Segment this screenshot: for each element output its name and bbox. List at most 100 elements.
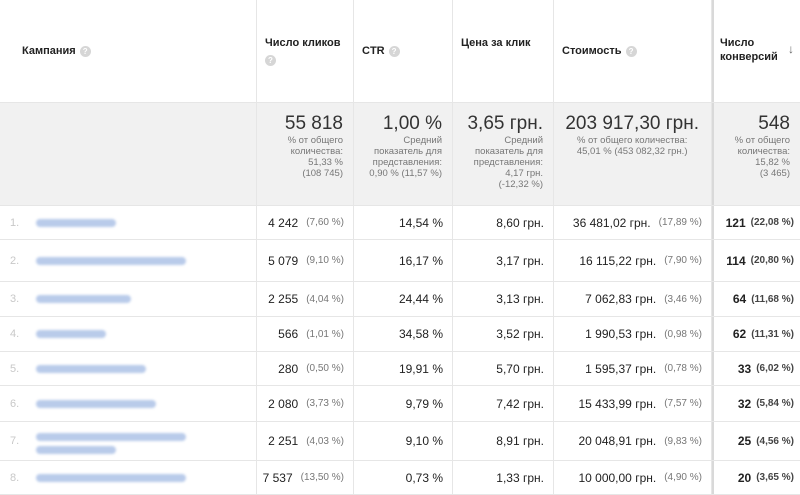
clicks-percent: (0,50 %)	[306, 363, 344, 374]
table-row[interactable]: 5. 280 (0,50 %) 19,91 % 5,70 грн. 1 595,37 гр…	[0, 352, 800, 386]
table-row[interactable]: 8. 7 537 (13,50 %) 0,73 % 1,33 грн. 10 000,00…	[0, 461, 800, 495]
clicks-value: 566	[278, 327, 299, 341]
totals-row: 55 818 % от общего количества: 51,33 % (…	[0, 103, 800, 206]
row-index: 2.	[10, 254, 20, 267]
row-index: 3.	[10, 293, 20, 305]
campaign-cell: 2.	[0, 240, 257, 281]
cost-value: 20 048,91 грн.	[578, 434, 657, 448]
campaign-name-link[interactable]	[36, 218, 116, 227]
campaign-name-link[interactable]	[36, 330, 106, 338]
conversions-percent: (11,31 %)	[751, 328, 794, 340]
table-row[interactable]: 7. 2 251 (4,03 %) 9,10 % 8,91 грн. 20 048,91 …	[0, 422, 800, 461]
campaign-name-link[interactable]	[36, 399, 156, 408]
row-index: 1.	[10, 216, 20, 229]
campaign-name-link[interactable]	[36, 473, 186, 482]
row-index: 5.	[10, 362, 20, 375]
row-index: 7.	[10, 435, 20, 447]
cost-value: 7 062,83 грн.	[585, 292, 657, 306]
clicks-cell: 2 080 (3,73 %)	[257, 386, 354, 421]
ctr-cell: 0,73 %	[354, 461, 453, 494]
table-row[interactable]: 6. 2 080 (3,73 %) 9,79 % 7,42 грн. 15 433,99 …	[0, 386, 800, 422]
clicks-value: 2 080	[268, 396, 299, 411]
cpc-value: 3,52 грн.	[496, 327, 544, 341]
cost-cell: 7 062,83 грн. (3,46 %)	[554, 282, 712, 316]
clicks-value: 2 251	[268, 434, 299, 448]
cost-value: 16 115,22 грн.	[579, 253, 657, 268]
help-icon[interactable]: ?	[625, 45, 637, 57]
conversions-cell: 25 (4,56 %)	[712, 422, 800, 460]
campaign-name-link[interactable]	[36, 295, 131, 303]
help-icon[interactable]: ?	[79, 45, 91, 57]
row-index: 4.	[10, 328, 20, 340]
conversions-percent: (4,56 %)	[756, 435, 794, 447]
clicks-value: 4 242	[268, 215, 299, 230]
totals-cpc: 3,65 грн. Средний показатель для предста…	[453, 103, 554, 205]
ctr-cell: 9,79 %	[354, 386, 453, 421]
conversions-percent: (20,80 %)	[750, 255, 794, 266]
clicks-cell: 2 255 (4,04 %)	[257, 282, 354, 316]
conversions-value: 25	[737, 434, 752, 448]
cpc-cell: 7,42 грн.	[453, 386, 554, 421]
clicks-value: 7 537	[262, 470, 293, 485]
cost-percent: (3,46 %)	[664, 293, 702, 305]
ctr-value: 9,79 %	[405, 396, 443, 411]
column-header-ctr[interactable]: CTR?	[354, 0, 453, 102]
clicks-cell: 566 (1,01 %)	[257, 317, 354, 351]
totals-clicks: 55 818 % от общего количества: 51,33 % (…	[257, 103, 354, 205]
campaign-cell: 5.	[0, 352, 257, 385]
ctr-value: 19,91 %	[398, 361, 443, 376]
help-icon[interactable]: ?	[388, 45, 400, 57]
ctr-cell: 24,44 %	[354, 282, 453, 316]
table-row[interactable]: 3. 2 255 (4,04 %) 24,44 % 3,13 грн. 7 062,83 …	[0, 282, 800, 317]
campaign-name-link[interactable]	[36, 256, 186, 265]
sort-descending-icon[interactable]: ↓	[788, 42, 794, 56]
conversions-cell: 20 (3,65 %)	[712, 461, 800, 494]
conversions-percent: (6,02 %)	[756, 363, 794, 374]
cpc-cell: 8,91 грн.	[453, 422, 554, 460]
cost-cell: 1 990,53 грн. (0,98 %)	[554, 317, 712, 351]
help-icon[interactable]: ?	[265, 55, 276, 66]
column-header-cost[interactable]: Стоимость?	[554, 0, 712, 102]
cost-percent: (17,89 %)	[658, 217, 702, 228]
campaign-cell: 1.	[0, 206, 257, 239]
campaign-name-link[interactable]	[36, 428, 186, 454]
cost-value: 1 990,53 грн.	[585, 327, 657, 341]
cpc-cell: 3,52 грн.	[453, 317, 554, 351]
row-index: 6.	[10, 397, 20, 410]
campaign-cell: 3.	[0, 282, 257, 316]
cpc-cell: 3,13 грн.	[453, 282, 554, 316]
cost-percent: (0,98 %)	[664, 328, 702, 340]
cost-cell: 10 000,00 грн. (4,90 %)	[554, 461, 712, 494]
clicks-cell: 2 251 (4,03 %)	[257, 422, 354, 460]
clicks-percent: (1,01 %)	[306, 328, 344, 340]
table-header: Кампания? Число кликов? CTR? Цена за кли…	[0, 0, 800, 103]
table-row[interactable]: 4. 566 (1,01 %) 34,58 % 3,52 грн. 1 990,53 гр…	[0, 317, 800, 352]
cost-cell: 15 433,99 грн. (7,57 %)	[554, 386, 712, 421]
campaign-name-link[interactable]	[36, 364, 146, 373]
column-header-campaign[interactable]: Кампания?	[0, 0, 257, 102]
cpc-cell: 5,70 грн.	[453, 352, 554, 385]
cost-percent: (7,90 %)	[664, 255, 702, 266]
cost-cell: 1 595,37 грн. (0,78 %)	[554, 352, 712, 385]
cpc-cell: 8,60 грн.	[453, 206, 554, 239]
campaign-cell: 4.	[0, 317, 257, 351]
cost-value: 10 000,00 грн.	[578, 470, 657, 485]
totals-cost: 203 917,30 грн. % от общего количества: …	[554, 103, 712, 205]
column-header-cpc[interactable]: Цена за клик	[453, 0, 554, 102]
row-index: 8.	[10, 471, 20, 484]
table-row[interactable]: 2. 5 079 (9,10 %) 16,17 % 3,17 грн. 16 115,22…	[0, 240, 800, 282]
totals-campaign-cell	[0, 103, 257, 205]
ctr-cell: 19,91 %	[354, 352, 453, 385]
cost-cell: 20 048,91 грн. (9,83 %)	[554, 422, 712, 460]
cpc-value: 7,42 грн.	[496, 396, 544, 411]
ctr-value: 9,10 %	[405, 434, 443, 448]
clicks-cell: 280 (0,50 %)	[257, 352, 354, 385]
totals-ctr: 1,00 % Средний показатель для представле…	[354, 103, 453, 205]
table-row[interactable]: 1. 4 242 (7,60 %) 14,54 % 8,60 грн. 36 481,02…	[0, 206, 800, 240]
ctr-value: 34,58 %	[398, 327, 443, 341]
cpc-cell: 3,17 грн.	[453, 240, 554, 281]
clicks-cell: 5 079 (9,10 %)	[257, 240, 354, 281]
campaign-cell: 8.	[0, 461, 257, 494]
column-header-clicks[interactable]: Число кликов?	[257, 0, 354, 102]
column-header-conversions[interactable]: Число конверсий ↓	[712, 0, 800, 102]
